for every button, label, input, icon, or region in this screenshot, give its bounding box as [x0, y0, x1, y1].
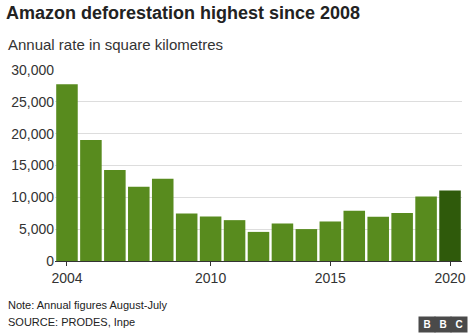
svg-text:Annual rate in square kilometr: Annual rate in square kilometres	[8, 36, 223, 53]
svg-text:25,000: 25,000	[11, 94, 54, 110]
svg-text:Note: Annual figures August-Ju: Note: Annual figures August-July	[8, 299, 167, 311]
svg-text:B: B	[439, 319, 446, 330]
svg-text:2015: 2015	[315, 270, 346, 286]
svg-text:C: C	[455, 319, 462, 330]
svg-text:5,000: 5,000	[19, 221, 54, 237]
svg-text:SOURCE: PRODES, Inpe: SOURCE: PRODES, Inpe	[8, 316, 135, 328]
svg-text:15,000: 15,000	[11, 157, 54, 173]
svg-text:2004: 2004	[51, 270, 82, 286]
svg-text:2020: 2020	[434, 270, 465, 286]
svg-text:B: B	[423, 319, 430, 330]
svg-text:10,000: 10,000	[11, 189, 54, 205]
svg-text:30,000: 30,000	[11, 62, 54, 78]
svg-text:0: 0	[46, 253, 54, 269]
svg-text:2010: 2010	[195, 270, 226, 286]
svg-text:Amazon deforestation highest s: Amazon deforestation highest since 2008	[6, 3, 360, 23]
svg-text:20,000: 20,000	[11, 126, 54, 142]
